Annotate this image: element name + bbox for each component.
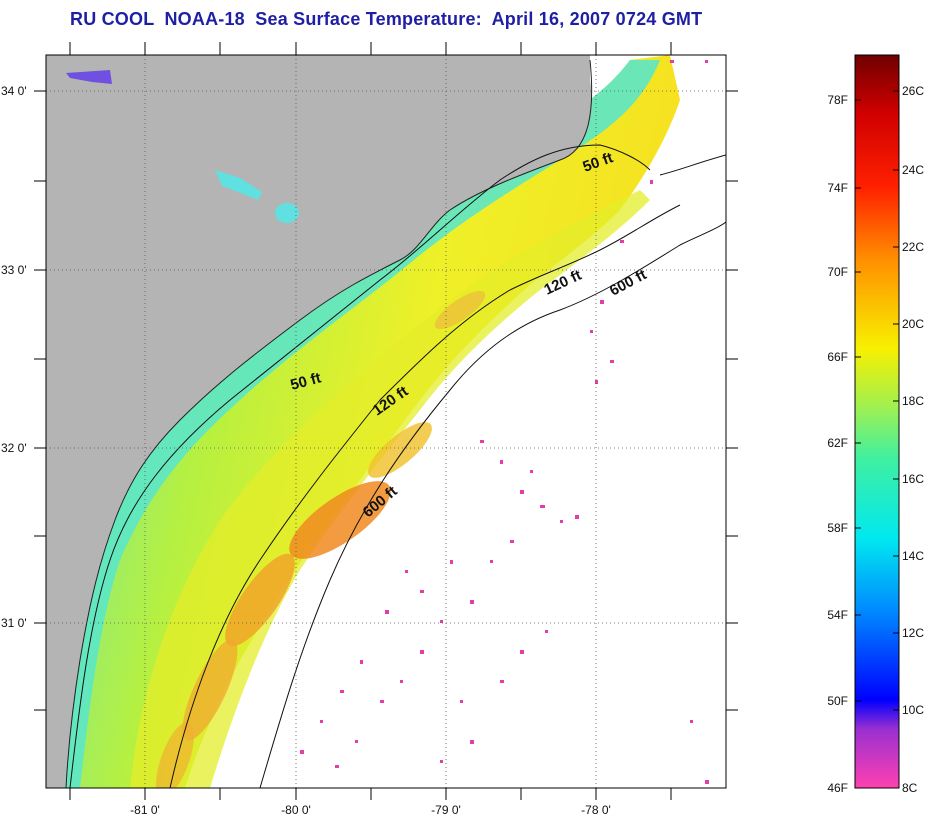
map-frame [45,54,727,789]
colorbar-bar [854,54,900,789]
lat-label-33: 33 0' [1,263,27,277]
colorbar-f-62: 62F [827,436,848,450]
map-title: RU COOL NOAA-18 Sea Surface Temperature:… [70,9,703,29]
colorbar-c-14: 14C [902,549,924,563]
colorbar-c-22: 22C [902,240,924,254]
colorbar-f-70: 70F [827,265,848,279]
colorbar-c-12: 12C [902,626,924,640]
gulfstream-warm-patch [156,722,194,788]
gulfstream-warm-patch [289,481,391,559]
lat-label-34: 34 0' [1,84,27,98]
midshelf-band [130,190,650,788]
colorbar-f-66: 66F [827,350,848,364]
colorbar-f-54: 54F [827,608,848,622]
colorbar: 78F 74F 70F 66F 62F 58F 54F 50F 46F 26C … [827,54,924,795]
gulfstream-warm-patch [434,290,486,330]
land-mass [46,55,592,788]
lon-label-78: -78 0' [581,803,611,817]
colorbar-c-26: 26C [902,84,924,98]
colorbar-c-10: 10C [902,703,924,717]
colorbar-c-20: 20C [902,317,924,331]
colorbar-c-8: 8C [902,781,918,795]
lon-label-79: -79 0' [431,803,461,817]
offshore-contour [659,154,726,176]
colorbar-f-74: 74F [827,181,848,195]
colorbar-f-50: 50F [827,694,848,708]
coastline [65,59,593,788]
map-ticks [34,42,738,800]
lon-label-81: -81 0' [130,803,160,817]
colorbar-ticks [855,90,899,711]
colorbar-f-58: 58F [827,521,848,535]
depth-contour-50ft [69,144,651,788]
lat-label-32: 32 0' [1,441,27,455]
colorbar-c-24: 24C [902,163,924,177]
colorbar-c-16: 16C [902,472,924,486]
colorbar-f-78: 78F [827,93,848,107]
gulfstream-warm-patch [182,639,238,741]
winyah-estuary [66,70,112,84]
map-area: 50 ft 50 ft 120 ft 120 ft 600 ft 600 ft [46,55,726,788]
cloud-contamination [300,60,709,784]
lat-label-31: 31 0' [1,616,27,630]
gulfstream-warm-patch [368,422,432,478]
depth-contour-120ft [169,204,681,788]
depth-contour-600ft [259,221,726,788]
lake-moultrie [275,203,299,223]
graticule [46,55,726,788]
lon-label-80: -80 0' [281,803,311,817]
lake-marion [215,170,262,200]
colorbar-f-46: 46F [827,781,848,795]
colorbar-c-18: 18C [902,394,924,408]
